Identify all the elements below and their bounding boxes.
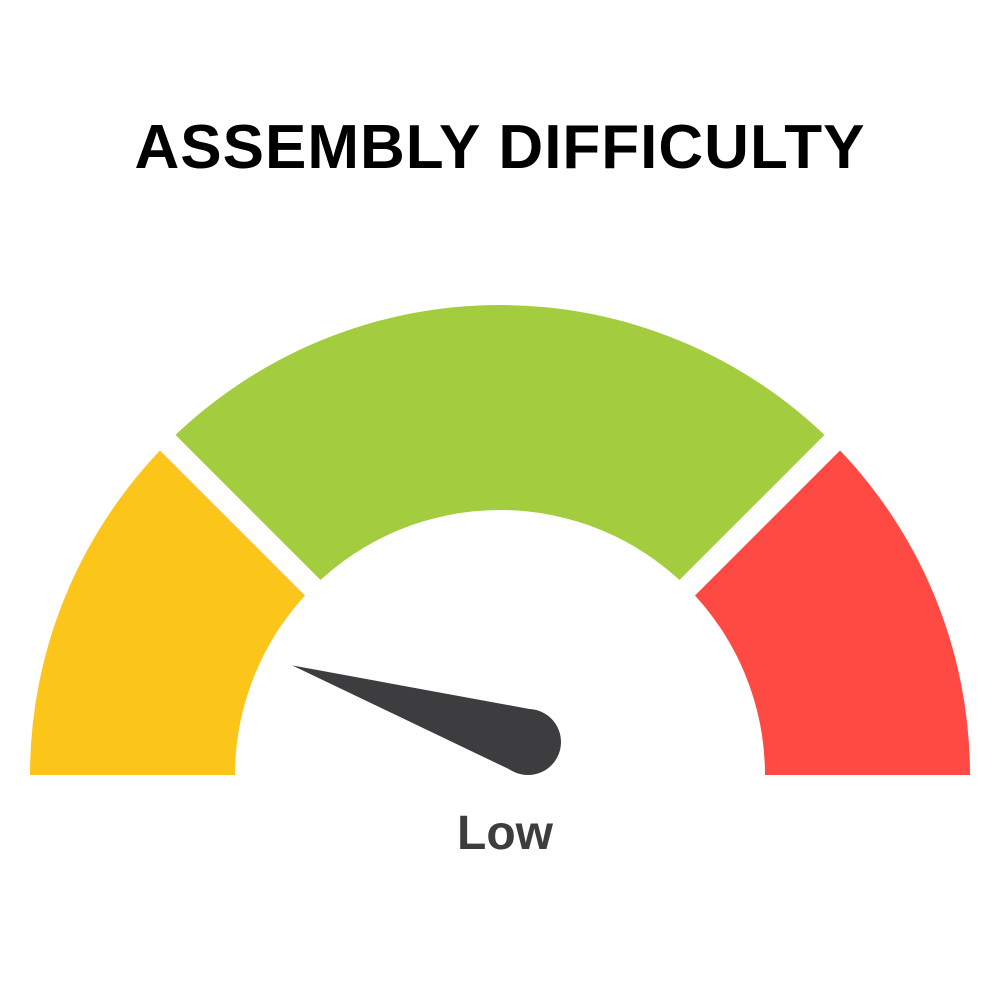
gauge-value-label: Low	[457, 807, 553, 860]
gauge-needle	[292, 665, 561, 775]
needle-pointer	[292, 665, 539, 774]
gauge-title: ASSEMBLY DIFFICULTY	[134, 113, 866, 182]
needle-hub	[495, 709, 561, 775]
gauge-segment-green	[167, 304, 833, 588]
